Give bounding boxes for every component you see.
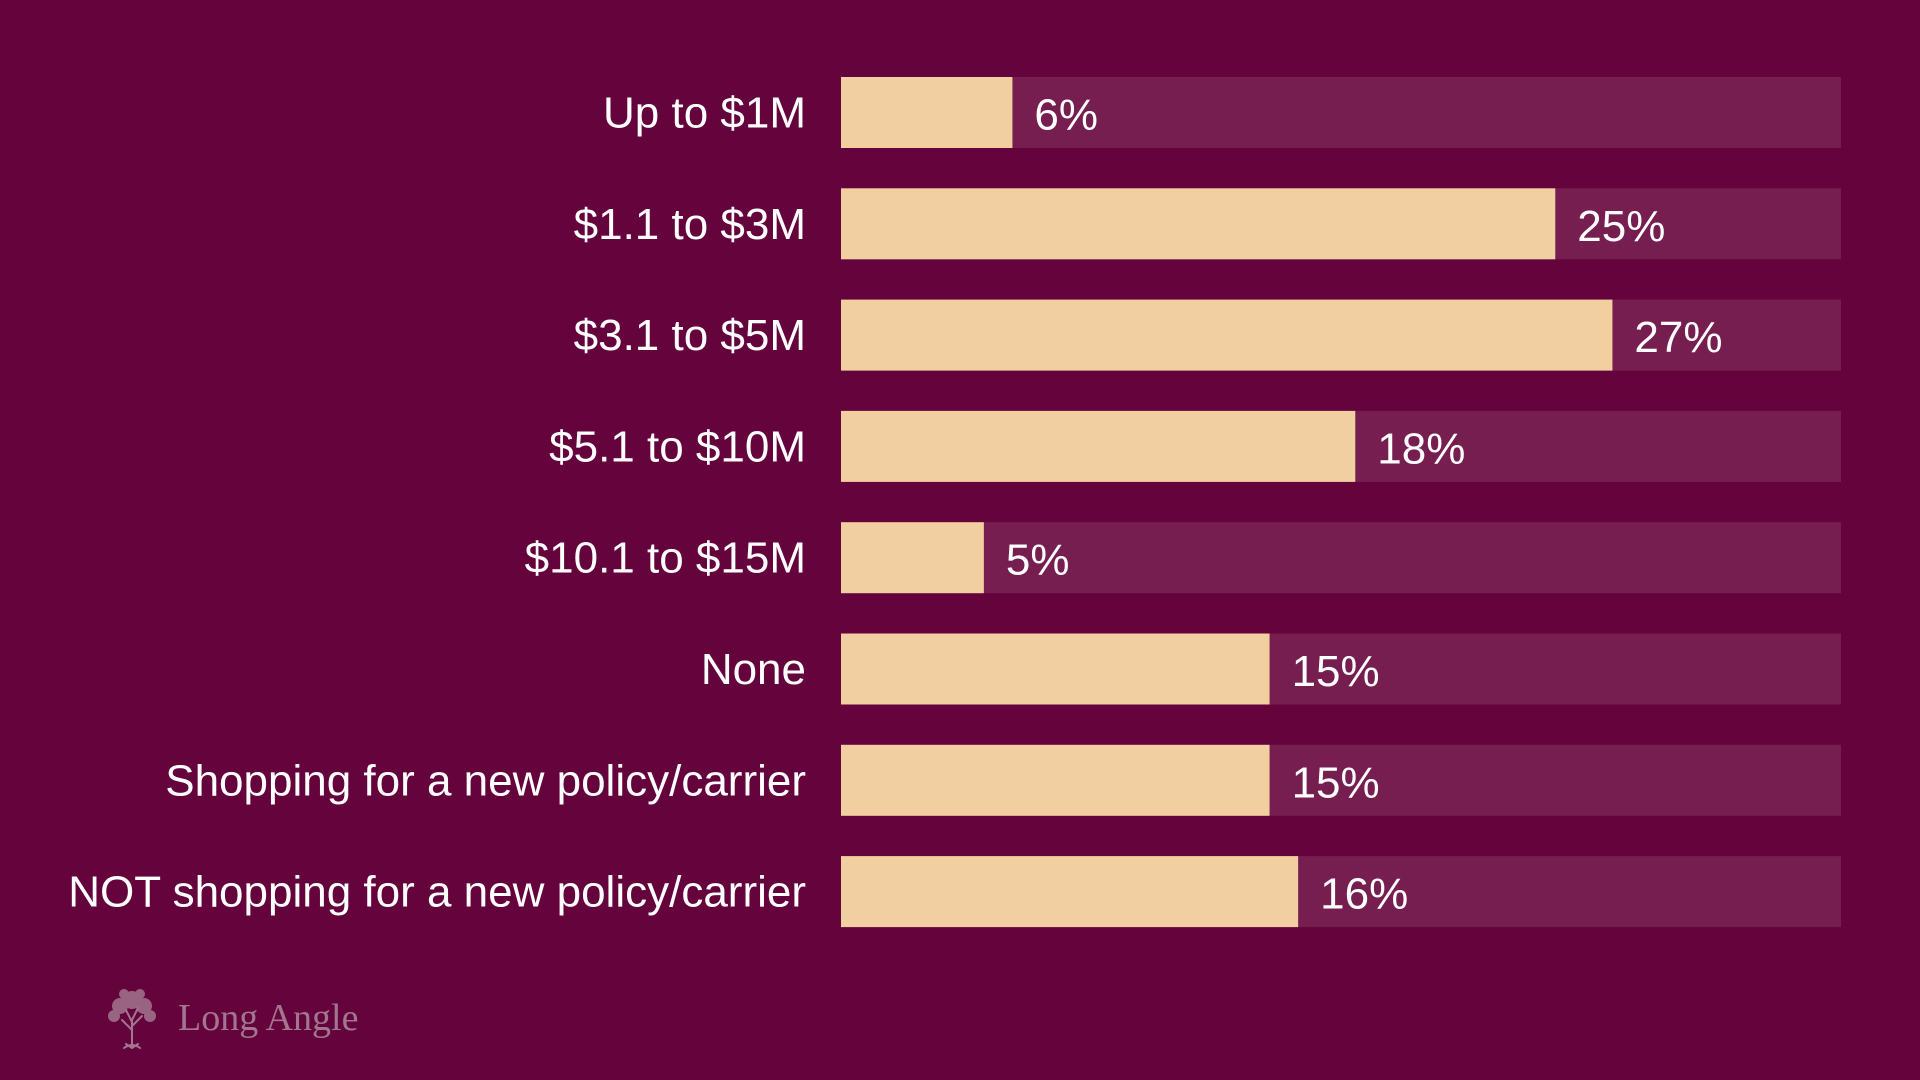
category-label: $5.1 to $10M <box>549 422 806 471</box>
bar <box>841 522 984 594</box>
bar <box>841 744 1270 816</box>
category-label: None <box>701 645 806 694</box>
bar <box>841 299 1613 371</box>
category-label: NOT shopping for a new policy/carrier <box>68 868 806 917</box>
chart-rows: Up to $1M 6% $1.1 to $3M 25% $3.1 to $5M 27% $… <box>68 77 1841 928</box>
bar-track <box>841 522 1841 594</box>
value-label: 6% <box>1034 91 1098 140</box>
category-label: $3.1 to $5M <box>574 311 806 360</box>
bar <box>841 410 1356 482</box>
bar <box>841 77 1013 148</box>
value-label: 25% <box>1577 202 1665 251</box>
tree-icon <box>108 989 156 1049</box>
brand-logo: Long Angle <box>104 986 358 1050</box>
brand-name: Long Angle <box>178 997 359 1039</box>
bar <box>841 188 1556 260</box>
value-label: 16% <box>1320 870 1408 919</box>
bar <box>841 856 1299 928</box>
value-label: 5% <box>1006 536 1070 585</box>
bar <box>841 633 1270 705</box>
value-label: 27% <box>1634 313 1722 362</box>
category-label: Up to $1M <box>603 89 806 138</box>
value-label: 15% <box>1292 758 1380 807</box>
value-label: 18% <box>1377 424 1465 473</box>
category-label: $10.1 to $15M <box>525 534 806 583</box>
category-label: $1.1 to $3M <box>574 200 806 249</box>
value-label: 15% <box>1292 647 1380 696</box>
category-label: Shopping for a new policy/carrier <box>165 756 806 805</box>
